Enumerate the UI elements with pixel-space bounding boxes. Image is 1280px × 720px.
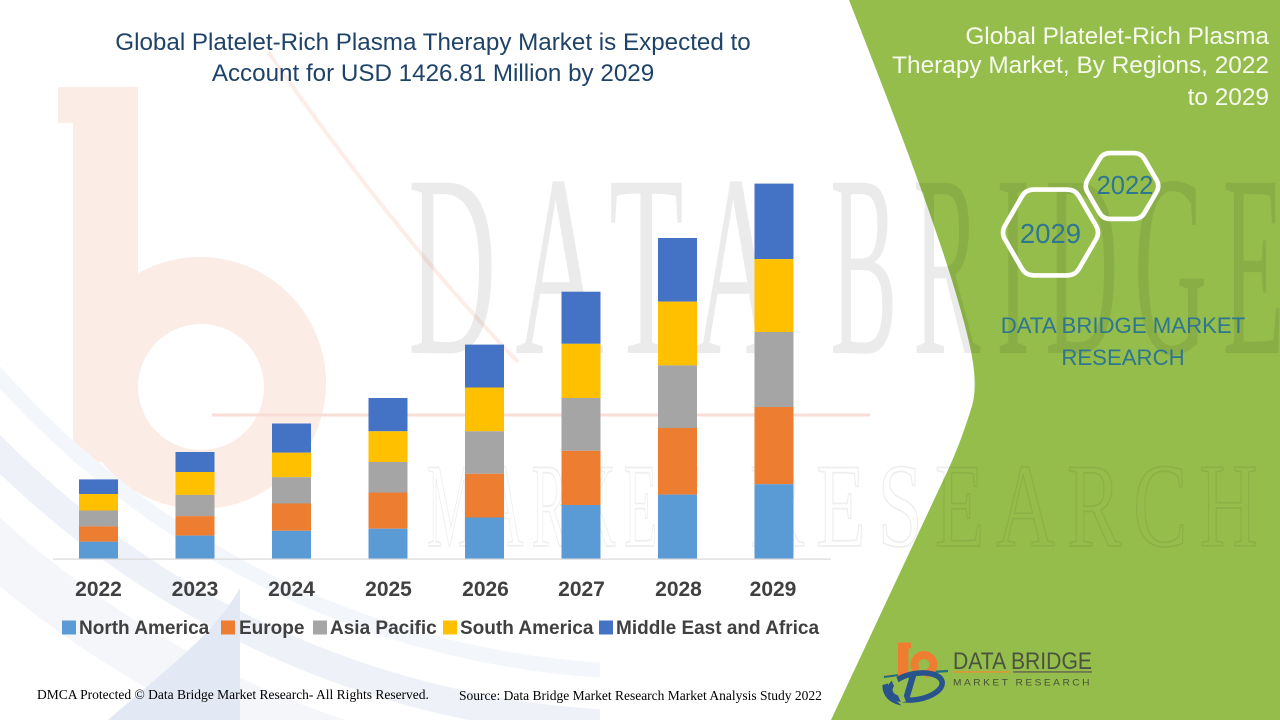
svg-text:BRIDGE: BRIDGE [830, 122, 1280, 410]
svg-text:Global Platelet-Rich Plasma: Global Platelet-Rich Plasma [965, 23, 1269, 50]
svg-text:DATA BRIDGE MARKET: DATA BRIDGE MARKET [1001, 313, 1246, 338]
svg-text:Source: Data Bridge Market Res: Source: Data Bridge Market Research Mark… [459, 688, 822, 703]
svg-text:2029: 2029 [1020, 218, 1081, 249]
svg-text:2025: 2025 [365, 578, 412, 601]
svg-text:to 2029: to 2029 [1188, 84, 1269, 111]
svg-text:Therapy Market, By Regions, 20: Therapy Market, By Regions, 2022 [892, 52, 1269, 79]
svg-text:2024: 2024 [268, 578, 315, 601]
svg-text:North America: North America [79, 618, 210, 639]
svg-text:South America: South America [460, 618, 594, 639]
svg-text:2022: 2022 [75, 578, 122, 601]
svg-text:2028: 2028 [655, 578, 702, 601]
svg-text:Asia Pacific: Asia Pacific [330, 618, 437, 639]
svg-text:2029: 2029 [750, 578, 797, 601]
svg-text:Middle East and Africa: Middle East and Africa [616, 618, 819, 639]
svg-text:2023: 2023 [172, 578, 219, 601]
svg-text:2027: 2027 [558, 578, 605, 601]
svg-text:RESEARCH: RESEARCH [1061, 345, 1184, 370]
svg-text:MARKET RESEARCH: MARKET RESEARCH [953, 678, 1092, 688]
svg-text:Europe: Europe [239, 618, 304, 639]
svg-text:2026: 2026 [462, 578, 509, 601]
svg-text:Global Platelet-Rich Plasma Th: Global Platelet-Rich Plasma Therapy Mark… [115, 29, 750, 56]
svg-text:DMCA Protected © Data Bridge M: DMCA Protected © Data Bridge Market Rese… [37, 687, 429, 702]
svg-text:RESEARCH: RESEARCH [750, 439, 1270, 572]
svg-text:2022: 2022 [1097, 172, 1154, 200]
svg-text:DATA BRIDGE: DATA BRIDGE [953, 648, 1092, 675]
svg-text:Account for USD 1426.81 Millio: Account for USD 1426.81 Million by 2029 [212, 60, 654, 87]
